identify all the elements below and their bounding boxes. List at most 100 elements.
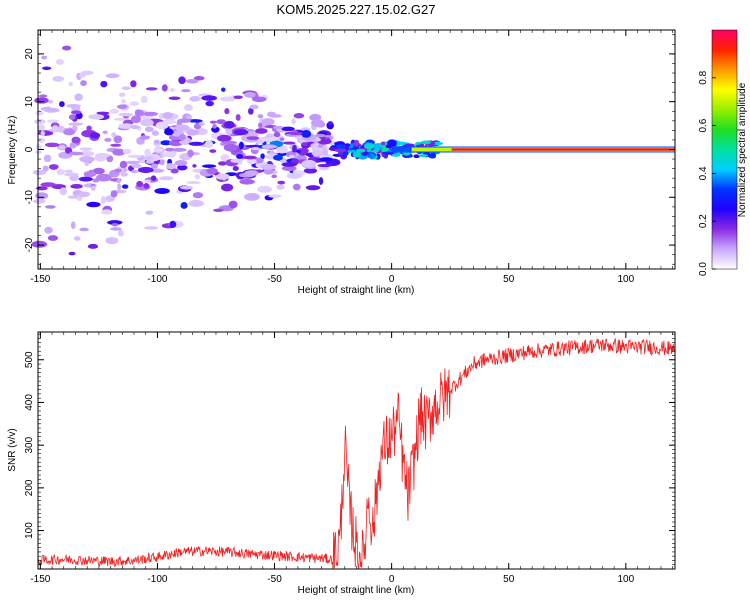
y-tick-label: -10 bbox=[24, 190, 35, 205]
spectrogram-noise-cell bbox=[100, 196, 106, 204]
spectrogram-noise-cell bbox=[252, 96, 267, 103]
spectrogram-noise-cell bbox=[251, 194, 257, 200]
spectrogram-noise-cell bbox=[73, 236, 81, 241]
spectrogram-noise-cell bbox=[159, 159, 165, 166]
spectrogram-noise-cell bbox=[244, 170, 259, 177]
spectrogram-noise-cell bbox=[72, 137, 81, 144]
spectrogram-tone-peak bbox=[451, 148, 675, 151]
spectrogram-noise-cell bbox=[235, 113, 241, 121]
x-tick-label: 100 bbox=[617, 274, 634, 285]
spectrogram-noise-cell bbox=[118, 123, 134, 129]
spectrogram-noise-cell bbox=[261, 144, 278, 149]
spectrogram-noise-cell bbox=[83, 171, 97, 178]
spectrogram-noise-cell bbox=[180, 185, 194, 190]
spectrogram-noise-cell bbox=[47, 235, 59, 241]
spectrogram-noise-cell bbox=[261, 137, 278, 142]
spectrogram-noise-cell bbox=[288, 131, 303, 135]
spectrogram-noise-cell bbox=[119, 160, 128, 169]
y-tick-label: 10 bbox=[24, 96, 35, 108]
x-tick-label: -50 bbox=[267, 574, 282, 585]
spectrogram-noise-cell bbox=[140, 119, 154, 127]
spectrogram-noise-cell bbox=[161, 84, 168, 92]
spectrogram-noise-cell bbox=[159, 176, 174, 181]
colorbar-frame bbox=[711, 29, 738, 270]
spectrogram-noise-cell bbox=[68, 122, 83, 126]
spectrogram-noise-cell bbox=[104, 137, 112, 142]
spectrogram-noise-cell bbox=[111, 132, 117, 138]
spectrogram-noise-cell bbox=[57, 125, 65, 133]
spectrogram-noise-cell bbox=[204, 140, 214, 149]
spectrogram-noise-cell bbox=[271, 174, 278, 179]
spectrogram-noise-cell bbox=[318, 177, 324, 185]
spectrogram-noise-cell bbox=[165, 147, 175, 152]
spectrogram-noise-cell bbox=[110, 227, 122, 231]
spectrogram-noise-cell bbox=[275, 146, 288, 154]
colorbar-gradient bbox=[712, 30, 737, 269]
spectrogram-noise-cell bbox=[140, 95, 148, 104]
spectrogram-noise-cell bbox=[144, 156, 155, 161]
x-tick-label: -150 bbox=[30, 574, 50, 585]
spectrogram-noise-cell bbox=[187, 149, 194, 158]
spectrogram-noise-cell bbox=[230, 158, 243, 163]
spectrogram-noise-cell bbox=[116, 104, 128, 110]
x-tick-label: -150 bbox=[30, 274, 50, 285]
spectrogram-noise-cell bbox=[35, 192, 49, 200]
spectrogram-noise-cell bbox=[130, 115, 141, 124]
colorbar-tick-label: 0.0 bbox=[698, 262, 709, 276]
spectrogram-onset-cell bbox=[382, 151, 394, 155]
spectrogram-noise-cell bbox=[68, 151, 84, 156]
spectrogram-noise-cell bbox=[168, 96, 181, 100]
spectrogram-noise-cell bbox=[185, 78, 199, 84]
spectrogram-x-ticks: -150 -100 -50 0 50 100 bbox=[30, 30, 673, 285]
spectrogram-noise-cell bbox=[122, 148, 132, 155]
spectrogram-noise-cell bbox=[216, 119, 226, 125]
x-tick-label: -100 bbox=[147, 574, 167, 585]
spectrogram-noise-cell bbox=[276, 184, 285, 190]
y-tick-label: -20 bbox=[24, 237, 35, 252]
spectrogram-noise-cell bbox=[48, 99, 54, 104]
spectrogram-noise-cell bbox=[212, 123, 217, 129]
spectrogram-noise-cell bbox=[68, 251, 76, 256]
spectrogram-noise-cell bbox=[35, 150, 42, 155]
spectrogram-noise-cell bbox=[102, 130, 108, 135]
spectrogram-onset-cell bbox=[418, 154, 429, 158]
spectrogram-noise-cell bbox=[101, 209, 113, 215]
spectrogram-noise-cell bbox=[120, 172, 128, 177]
spectrogram-noise-cell bbox=[96, 173, 112, 182]
spectrogram-noise-cell bbox=[260, 153, 265, 160]
spectrogram-noise-cell bbox=[301, 129, 312, 138]
spectrogram-noise-cell bbox=[37, 137, 46, 143]
spectrogram-noise-cell bbox=[122, 184, 129, 189]
spectrogram-onset-cell bbox=[352, 151, 362, 158]
spectrogram-noise-cell bbox=[46, 119, 59, 123]
spectrogram-noise-cell bbox=[266, 133, 275, 139]
spectrogram-noise-cell bbox=[174, 124, 190, 132]
spectrogram-noise-cell bbox=[223, 120, 235, 129]
spectrogram-noise-cell bbox=[68, 114, 76, 120]
spectrogram-noise-cell bbox=[78, 150, 95, 157]
spectrogram-noise-cell bbox=[279, 158, 289, 164]
spectrogram-noise-cell bbox=[165, 163, 177, 170]
spectrogram-noise-cell bbox=[185, 114, 193, 120]
spectrogram-noise-cell bbox=[205, 100, 214, 107]
y-tick-label: 20 bbox=[24, 48, 35, 60]
spectrogram-onset-cell bbox=[369, 153, 375, 160]
y-tick-label: 500 bbox=[24, 351, 35, 368]
spectrogram-noise-cell bbox=[179, 133, 186, 141]
x-tick-label: 50 bbox=[503, 274, 515, 285]
colorbar-tick-label: 0.8 bbox=[698, 70, 709, 84]
spectrogram-noise-cell bbox=[213, 208, 224, 213]
spectrogram-noise-cell bbox=[171, 147, 187, 152]
spectrogram-noise-cell bbox=[125, 160, 140, 165]
spectrogram-onset-cell bbox=[334, 141, 345, 145]
spectrogram-noise-cell bbox=[180, 202, 188, 209]
y-tick-label: 300 bbox=[24, 436, 35, 453]
spectrogram-y-ticks: -20 -10 0 10 20 bbox=[24, 34, 675, 265]
spectrogram-noise-cell bbox=[134, 109, 142, 117]
spectrogram-noise-cell bbox=[209, 149, 217, 153]
spectrogram-noise-cell bbox=[309, 134, 317, 139]
spectrogram-noise-cell bbox=[77, 191, 91, 198]
spectrogram-noise-cell bbox=[282, 141, 296, 145]
spectrogram-noise-cell bbox=[221, 87, 226, 92]
spectrogram-y-label: Frequency (Hz) bbox=[7, 116, 18, 185]
